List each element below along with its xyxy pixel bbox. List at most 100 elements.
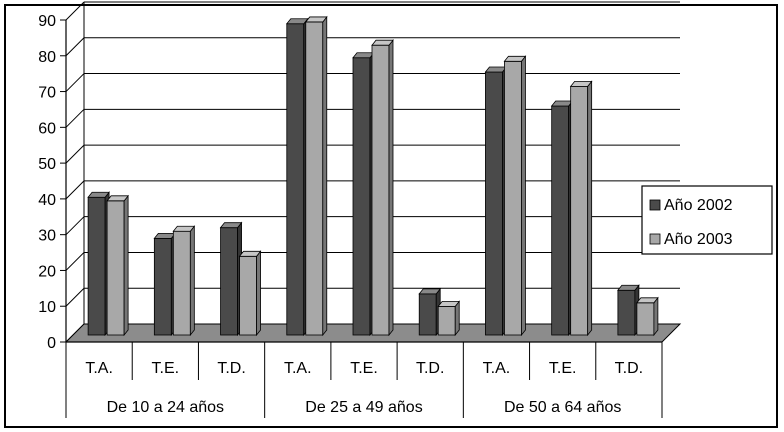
wall-diagonal	[65, 108, 85, 128]
bar-side	[322, 15, 328, 337]
bar-side	[653, 296, 659, 337]
bar-front	[220, 227, 238, 336]
wall-diagonal	[65, 287, 85, 307]
y-axis: 0 10 20 30 40 50 60 70 80 90	[38, 13, 67, 352]
bar-top	[569, 80, 593, 87]
y-tick-label: 50	[38, 156, 56, 173]
x-tick-label: T.A.	[483, 360, 511, 377]
y-tick-label: 30	[38, 228, 56, 245]
x-axis: T.A. T.E. T.D. T.A. T.E. T.D. T.A. T.E. T.D. De 1…	[65, 341, 663, 418]
bar-front	[371, 44, 390, 336]
legend-label-2002: Año 2002	[664, 197, 733, 214]
bars	[87, 15, 659, 337]
bar-front	[485, 71, 503, 336]
bar-front	[617, 289, 636, 336]
y-tick-label: 90	[38, 13, 56, 30]
x-tick-label: T.E.	[152, 360, 180, 377]
y-tick-label: 80	[38, 49, 56, 66]
bar-front	[172, 230, 191, 336]
bar-Año 2002-T.E.-7	[550, 99, 574, 337]
bar-front	[352, 57, 371, 336]
bar-top	[172, 225, 196, 232]
bar-Año 2003-T.E.-1	[172, 225, 196, 337]
bar-front	[551, 105, 570, 336]
wall-diagonal	[65, 180, 85, 200]
bar-top	[304, 16, 328, 23]
bar-top	[484, 66, 508, 73]
bar-front	[504, 60, 522, 336]
bar-Año 2003-T.D.-8	[636, 296, 659, 337]
bar-front	[636, 302, 655, 336]
bar-top	[550, 100, 574, 107]
wall-diagonal	[65, 144, 85, 164]
group-label: De 10 a 24 años	[107, 399, 224, 416]
bar-Año 2002-T.A.-0	[87, 191, 110, 337]
bar-front	[106, 200, 125, 336]
bar-front	[87, 196, 106, 336]
bar-Año 2003-T.E.-7	[569, 80, 593, 337]
bar-top	[87, 191, 110, 198]
bar-front	[437, 305, 456, 336]
bar-Año 2003-T.E.-4	[371, 39, 394, 337]
bar-Año 2002-T.E.-4	[352, 51, 375, 337]
wall-diagonal	[65, 37, 85, 57]
bar-side	[521, 55, 526, 337]
wall-diagonal	[65, 216, 85, 236]
y-tick-label: 0	[47, 335, 56, 352]
bar-Año 2002-T.D.-8	[617, 284, 640, 337]
bar-top	[352, 52, 375, 59]
bar-top	[219, 222, 243, 229]
wall-diagonal	[65, 1, 85, 21]
x-tick-label: T.A.	[85, 360, 113, 377]
bar-side	[123, 194, 129, 337]
bar-Año 2002-T.E.-1	[153, 232, 177, 337]
legend-label-2003: Año 2003	[664, 231, 733, 248]
bar-Año 2003-T.A.-6	[503, 55, 527, 337]
y-tick-label: 60	[38, 120, 56, 137]
y-tick-label: 70	[38, 85, 56, 102]
x-tick-label: T.D.	[217, 360, 245, 377]
y-tick-label: 10	[38, 299, 56, 316]
bar-side	[256, 250, 261, 337]
bar-Año 2003-T.A.-0	[106, 194, 129, 337]
bar-front	[153, 237, 172, 336]
bar-side	[454, 300, 460, 337]
bar-front	[286, 23, 305, 336]
x-tick-label: T.D.	[416, 360, 444, 377]
bar-top	[106, 195, 129, 202]
bar-front	[418, 293, 437, 336]
bar-front	[570, 85, 589, 336]
wall-diagonal	[65, 73, 85, 92]
x-tick-label: T.A.	[284, 360, 312, 377]
bar-side	[587, 80, 593, 337]
bar-top	[437, 300, 461, 307]
legend-swatch-2003	[649, 233, 661, 245]
x-tick-label: T.D.	[615, 360, 643, 377]
bar-Año 2002-T.A.-6	[484, 65, 508, 337]
y-tick-label: 20	[38, 263, 56, 280]
bar-top	[636, 297, 659, 304]
group-label: De 25 a 49 años	[305, 399, 422, 416]
y-tick-label: 40	[38, 192, 56, 209]
bar-top	[617, 284, 640, 291]
bar-top	[418, 288, 442, 295]
bar-Año 2003-T.A.-3	[304, 15, 328, 337]
bar-Año 2003-T.D.-5	[437, 300, 461, 337]
bar-Año 2003-T.D.-2	[238, 250, 262, 337]
bar-top	[285, 18, 309, 25]
bar-top	[371, 39, 394, 46]
bar-side	[189, 225, 195, 337]
legend-swatch-2002	[649, 199, 661, 211]
bar-Año 2002-T.D.-5	[418, 287, 442, 337]
legend-box	[641, 185, 773, 255]
bar-front	[305, 21, 324, 336]
bar-side	[388, 39, 394, 337]
group-label: De 50 a 64 años	[504, 399, 621, 416]
x-tick-label: T.E.	[350, 360, 378, 377]
x-tick-label: T.E.	[549, 360, 577, 377]
bar-top	[153, 232, 177, 239]
wall-diagonal	[65, 252, 85, 271]
bar-top	[503, 55, 527, 62]
bar-front	[239, 255, 257, 336]
